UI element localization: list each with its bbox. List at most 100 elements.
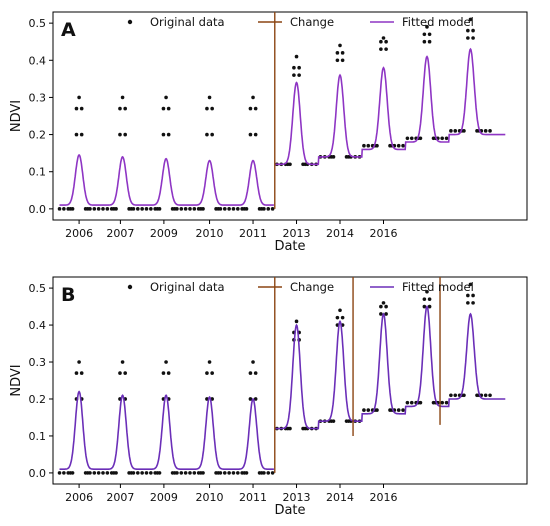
y-tick-label: 0.0 (29, 467, 47, 480)
data-point (440, 400, 445, 405)
data-point (74, 371, 79, 375)
data-point (74, 106, 79, 111)
data-point (157, 471, 162, 475)
data-point (161, 132, 166, 137)
data-point (188, 471, 192, 475)
y-axis-label: NDVI (9, 364, 24, 396)
data-point (262, 207, 266, 211)
data-point (471, 36, 475, 40)
x-tick-label: 2007 (106, 227, 134, 240)
x-tick-label: 2016 (369, 491, 397, 504)
data-point (466, 36, 470, 40)
data-point (210, 371, 214, 375)
data-point (266, 207, 271, 211)
data-point (335, 51, 340, 55)
data-point (340, 315, 345, 320)
data-point (179, 207, 184, 211)
panel-label: B (61, 284, 75, 306)
data-point (192, 471, 197, 475)
data-point (114, 471, 118, 475)
x-tick-label: 2009 (150, 227, 178, 240)
data-point (227, 207, 231, 211)
data-point (366, 143, 371, 148)
panel-b: 0.0 0.1 0.2 0.3 0.4 0.5 2006 2007 2009 2010 2011 20… (9, 276, 528, 518)
data-point (384, 312, 388, 316)
data-point (183, 207, 188, 211)
data-point (251, 95, 255, 100)
x-tick-label: 2006 (65, 227, 93, 240)
data-point (262, 471, 266, 475)
data-point (62, 207, 66, 211)
data-point (253, 106, 258, 111)
data-point (244, 471, 249, 475)
x-axis-label: Date (274, 239, 305, 254)
data-point (140, 471, 144, 475)
x-tick-label: 2016 (369, 227, 397, 240)
data-point (236, 207, 240, 211)
data-point (149, 207, 153, 211)
legend-marker-points (127, 284, 133, 290)
data-point (120, 360, 125, 364)
data-point (105, 207, 110, 211)
data-point (381, 301, 386, 305)
data-point (405, 136, 410, 141)
legend-entry: Original data (150, 280, 225, 294)
data-point (449, 393, 453, 398)
data-point (175, 207, 179, 211)
data-point (384, 304, 388, 309)
x-axis-label: Date (274, 503, 305, 518)
y-tick-label: 0.1 (29, 166, 47, 179)
data-point (418, 136, 423, 141)
legend-entry: Change (290, 15, 334, 29)
data-point (375, 408, 379, 412)
data-point (207, 95, 212, 100)
data-point (422, 32, 427, 37)
data-point (161, 371, 166, 375)
data-point (70, 207, 75, 211)
data-point (427, 32, 432, 37)
data-point (166, 371, 171, 375)
data-point (396, 143, 401, 148)
data-point (70, 471, 75, 475)
data-point (444, 136, 449, 141)
legend-entry: Fitted model (402, 280, 474, 294)
x-tick-label: 2013 (283, 491, 311, 504)
data-point (294, 54, 299, 59)
data-point (183, 471, 188, 475)
y-tick-label: 0.3 (29, 91, 47, 104)
data-point (444, 400, 449, 405)
data-point (422, 304, 427, 309)
data-point (375, 143, 379, 148)
fitted-model-line (59, 153, 274, 206)
data-point (379, 39, 383, 44)
data-point (101, 207, 105, 211)
legend-marker-points (127, 19, 133, 25)
data-point (188, 207, 192, 211)
data-point (331, 419, 336, 423)
panel-label: A (61, 19, 76, 41)
data-point (440, 136, 445, 141)
data-point (135, 471, 140, 475)
plot-frame (52, 11, 528, 221)
data-point (123, 371, 127, 375)
data-point (401, 143, 405, 148)
data-point (192, 207, 197, 211)
data-point (427, 39, 432, 44)
data-point (425, 25, 429, 29)
data-point (427, 304, 432, 309)
data-point (462, 129, 466, 133)
legend-entry: Original data (150, 15, 225, 29)
data-point (114, 207, 118, 211)
data-point (288, 426, 292, 431)
x-tick-label: 2009 (150, 491, 178, 504)
data-point (164, 360, 168, 364)
data-point (57, 207, 62, 211)
data-point (210, 106, 214, 111)
data-point (471, 293, 475, 298)
data-point (131, 471, 136, 475)
data-point (118, 371, 122, 375)
x-tick-label: 2007 (106, 491, 134, 504)
legend-entry: Change (290, 280, 334, 294)
data-point (381, 36, 386, 40)
